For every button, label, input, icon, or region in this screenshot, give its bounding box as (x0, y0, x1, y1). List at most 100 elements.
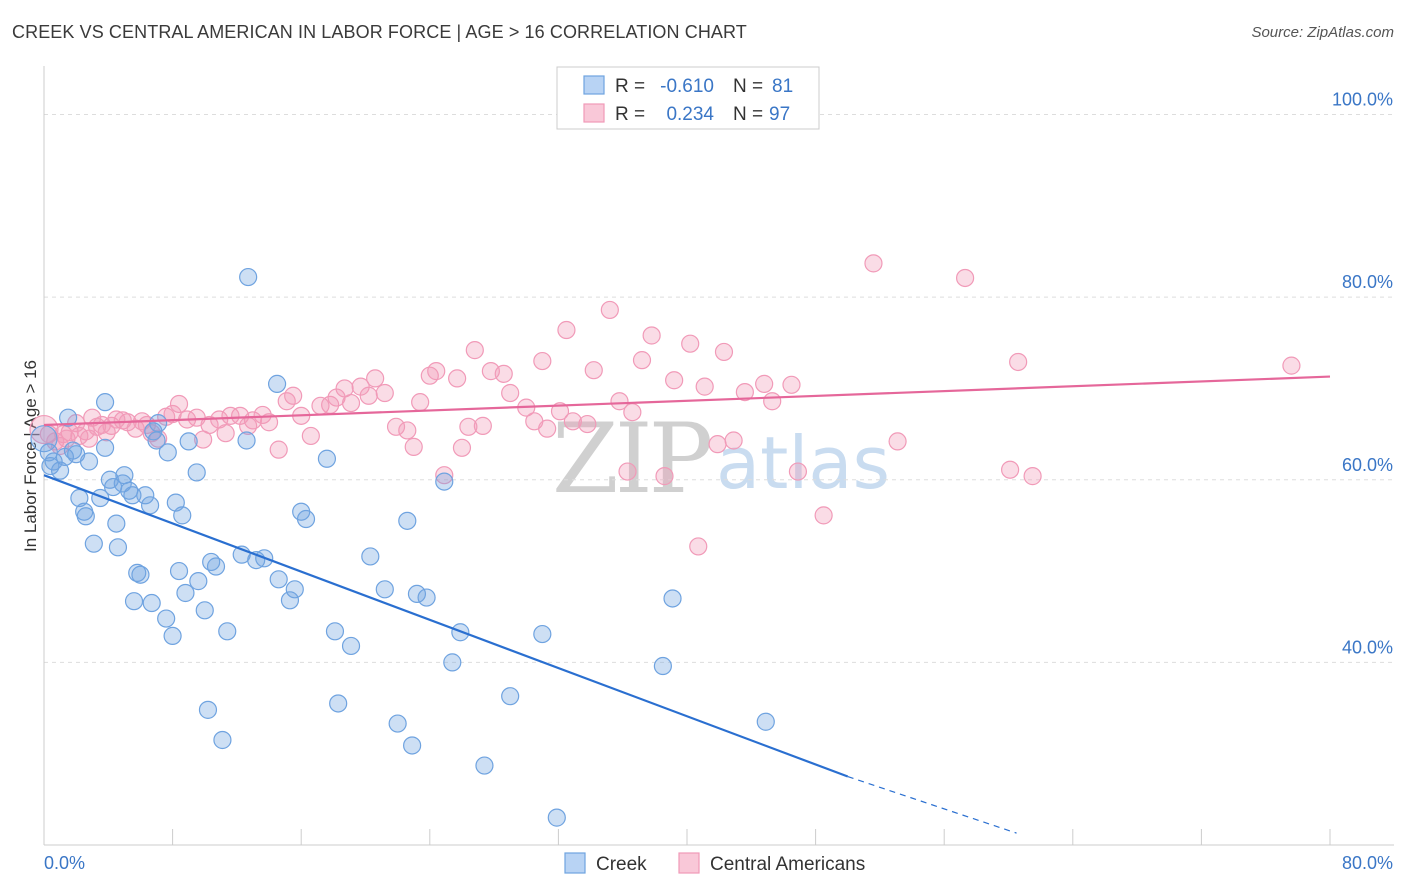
creek-point[interactable] (267, 374, 287, 393)
central-americans-point[interactable] (435, 466, 454, 485)
central-americans-point[interactable] (557, 320, 576, 340)
central-americans-point[interactable] (632, 351, 652, 370)
creek-point[interactable] (157, 609, 176, 628)
creek-point[interactable] (398, 511, 417, 530)
creek-point[interactable] (375, 580, 394, 599)
creek-point[interactable] (533, 624, 552, 644)
central-americans-point[interactable] (269, 440, 288, 459)
creek-point[interactable] (128, 563, 147, 582)
creek-point[interactable] (756, 712, 775, 731)
creek-point[interactable] (296, 509, 316, 529)
series-label-creek[interactable]: Creek (596, 854, 647, 875)
central-americans-point[interactable] (695, 377, 714, 396)
creek-point[interactable] (95, 393, 115, 412)
creek-point[interactable] (136, 486, 155, 505)
creek-point[interactable] (163, 626, 182, 646)
central-americans-point[interactable] (533, 351, 552, 371)
creek-point[interactable] (388, 714, 407, 733)
central-americans-point[interactable] (955, 268, 975, 288)
central-americans-point[interactable] (284, 386, 303, 405)
central-americans-point[interactable] (689, 537, 708, 556)
central-americans-point[interactable] (1023, 467, 1042, 486)
central-americans-point[interactable] (550, 402, 570, 421)
creek-point[interactable] (475, 756, 494, 775)
central-americans-point[interactable] (538, 419, 557, 438)
central-americans-point[interactable] (427, 362, 446, 381)
central-americans-point[interactable] (584, 361, 603, 380)
central-americans-point[interactable] (681, 334, 700, 353)
central-americans-point[interactable] (642, 326, 661, 345)
central-americans-point[interactable] (782, 375, 801, 394)
central-americans-point[interactable] (578, 414, 597, 434)
central-americans-point[interactable] (200, 415, 219, 435)
central-americans-point[interactable] (366, 369, 385, 388)
central-americans-point[interactable] (452, 438, 472, 457)
creek-point[interactable] (95, 438, 115, 457)
creek-point[interactable] (285, 580, 304, 599)
creek-point[interactable] (443, 653, 462, 672)
central-americans-point[interactable] (341, 393, 361, 413)
creek-point[interactable] (361, 547, 380, 566)
creek-point[interactable] (501, 687, 520, 706)
creek-point[interactable] (76, 507, 95, 526)
central-americans-point[interactable] (29, 414, 59, 445)
central-americans-point[interactable] (494, 364, 513, 383)
central-americans-point[interactable] (375, 383, 394, 403)
creek-point[interactable] (653, 656, 672, 676)
creek-point[interactable] (176, 583, 195, 603)
creek-point[interactable] (663, 589, 682, 608)
central-americans-point[interactable] (623, 403, 642, 422)
central-americans-point[interactable] (216, 424, 235, 443)
central-americans-point[interactable] (411, 393, 430, 412)
creek-point[interactable] (218, 622, 237, 641)
creek-point[interactable] (173, 506, 192, 525)
central-americans-point[interactable] (724, 431, 743, 450)
central-americans-point[interactable] (107, 410, 126, 429)
central-americans-point[interactable] (169, 394, 189, 414)
central-americans-point[interactable] (1001, 460, 1020, 479)
creek-point[interactable] (142, 593, 161, 613)
central-americans-point[interactable] (888, 432, 907, 451)
creek-point[interactable] (417, 588, 436, 607)
central-americans-point[interactable] (864, 254, 883, 273)
central-americans-point[interactable] (501, 383, 520, 403)
series-swatch-creek[interactable] (564, 852, 586, 874)
central-americans-point[interactable] (763, 392, 782, 411)
central-americans-point[interactable] (618, 462, 637, 481)
creek-point[interactable] (280, 591, 300, 610)
creek-point[interactable] (239, 267, 258, 287)
central-americans-point[interactable] (473, 416, 492, 435)
central-americans-point[interactable] (708, 435, 727, 454)
central-americans-point[interactable] (221, 406, 240, 425)
central-americans-point[interactable] (301, 426, 320, 446)
creek-point[interactable] (79, 452, 99, 471)
series-swatch-central[interactable] (678, 852, 700, 874)
creek-point[interactable] (187, 463, 206, 482)
creek-point[interactable] (169, 561, 189, 581)
creek-point[interactable] (237, 431, 256, 450)
central-americans-point[interactable] (398, 421, 417, 440)
creek-point[interactable] (403, 736, 422, 755)
central-americans-point[interactable] (563, 412, 582, 431)
creek-point[interactable] (131, 565, 150, 584)
creek-point[interactable] (341, 636, 361, 656)
creek-point[interactable] (123, 486, 142, 505)
central-americans-point[interactable] (714, 342, 734, 362)
creek-point[interactable] (198, 700, 218, 719)
creek-point[interactable] (195, 601, 214, 620)
creek-point[interactable] (213, 730, 232, 750)
central-americans-point[interactable] (814, 506, 833, 525)
central-americans-point[interactable] (448, 369, 467, 388)
central-americans-point[interactable] (459, 417, 478, 436)
central-americans-point[interactable] (1282, 356, 1301, 375)
central-americans-point[interactable] (665, 371, 684, 390)
central-americans-point[interactable] (404, 437, 423, 456)
creek-point[interactable] (149, 414, 168, 433)
central-americans-point[interactable] (359, 386, 378, 405)
creek-point[interactable] (325, 622, 345, 641)
central-americans-point[interactable] (259, 413, 279, 432)
creek-point[interactable] (84, 534, 103, 553)
creek-point[interactable] (317, 449, 337, 468)
central-americans-point[interactable] (1009, 352, 1028, 372)
creek-point[interactable] (435, 472, 454, 491)
